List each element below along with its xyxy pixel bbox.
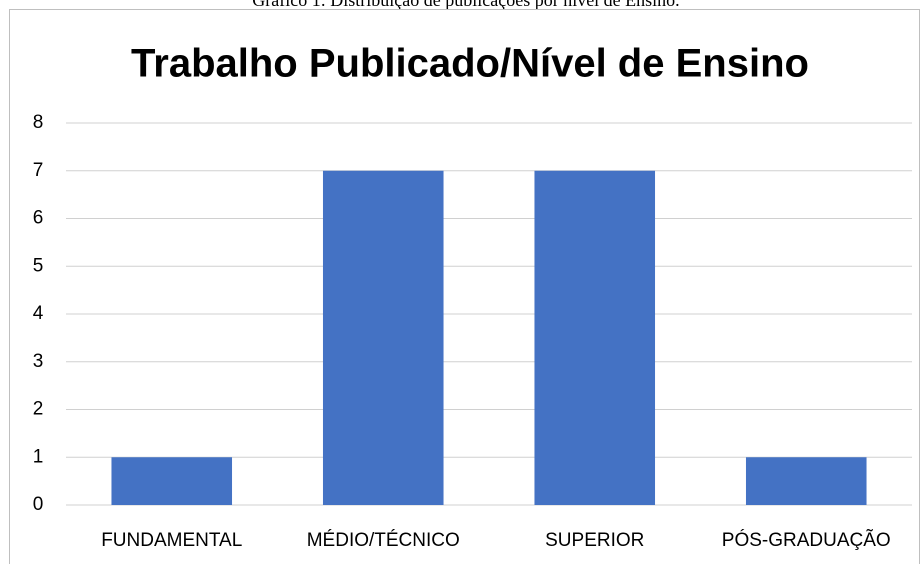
y-tick-label: 6 xyxy=(33,208,44,229)
caption: Gráfico 1: Distribuição de publicações p… xyxy=(252,0,679,10)
bar xyxy=(745,457,867,505)
chart-title: Trabalho Publicado/Nível de Ensino xyxy=(131,42,809,86)
y-tick-label: 3 xyxy=(33,351,44,372)
y-tick-label: 1 xyxy=(33,446,44,467)
y-tick-label: 5 xyxy=(33,255,44,276)
y-tick-label: 7 xyxy=(33,160,44,181)
bar xyxy=(322,170,444,505)
y-tick-label: 2 xyxy=(33,399,44,420)
x-tick-label: SUPERIOR xyxy=(545,530,644,551)
y-tick-label: 4 xyxy=(33,303,44,324)
chart-frame xyxy=(9,9,920,564)
x-tick-label: FUNDAMENTAL xyxy=(101,530,242,551)
bar xyxy=(111,457,233,505)
bar xyxy=(534,170,656,505)
y-tick-label: 0 xyxy=(33,494,44,515)
x-tick-label: MÉDIO/TÉCNICO xyxy=(307,530,460,551)
y-tick-label: 8 xyxy=(33,112,44,133)
x-tick-label: PÓS-GRADUAÇÃO xyxy=(722,529,891,551)
